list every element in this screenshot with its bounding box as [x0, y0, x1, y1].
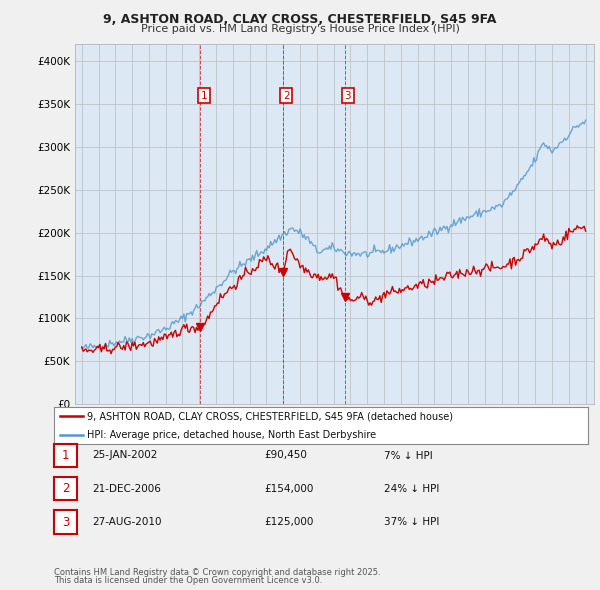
Text: 3: 3 [62, 516, 69, 529]
Text: 27-AUG-2010: 27-AUG-2010 [92, 517, 161, 527]
Text: 9, ASHTON ROAD, CLAY CROSS, CHESTERFIELD, S45 9FA (detached house): 9, ASHTON ROAD, CLAY CROSS, CHESTERFIELD… [87, 411, 453, 421]
Text: Contains HM Land Registry data © Crown copyright and database right 2025.: Contains HM Land Registry data © Crown c… [54, 568, 380, 577]
Text: 24% ↓ HPI: 24% ↓ HPI [384, 484, 439, 493]
Text: Price paid vs. HM Land Registry's House Price Index (HPI): Price paid vs. HM Land Registry's House … [140, 24, 460, 34]
Text: 25-JAN-2002: 25-JAN-2002 [92, 451, 157, 460]
Text: This data is licensed under the Open Government Licence v3.0.: This data is licensed under the Open Gov… [54, 576, 322, 585]
Text: £90,450: £90,450 [264, 451, 307, 460]
Text: 2: 2 [62, 482, 69, 495]
Text: 3: 3 [344, 91, 351, 101]
Text: 1: 1 [200, 91, 207, 101]
Text: 9, ASHTON ROAD, CLAY CROSS, CHESTERFIELD, S45 9FA: 9, ASHTON ROAD, CLAY CROSS, CHESTERFIELD… [103, 13, 497, 26]
Text: 7% ↓ HPI: 7% ↓ HPI [384, 451, 433, 460]
Text: HPI: Average price, detached house, North East Derbyshire: HPI: Average price, detached house, Nort… [87, 430, 376, 440]
Text: £125,000: £125,000 [264, 517, 313, 527]
Text: 21-DEC-2006: 21-DEC-2006 [92, 484, 161, 493]
Text: 2: 2 [283, 91, 289, 101]
Text: £154,000: £154,000 [264, 484, 313, 493]
Text: 37% ↓ HPI: 37% ↓ HPI [384, 517, 439, 527]
Text: 1: 1 [62, 449, 69, 462]
